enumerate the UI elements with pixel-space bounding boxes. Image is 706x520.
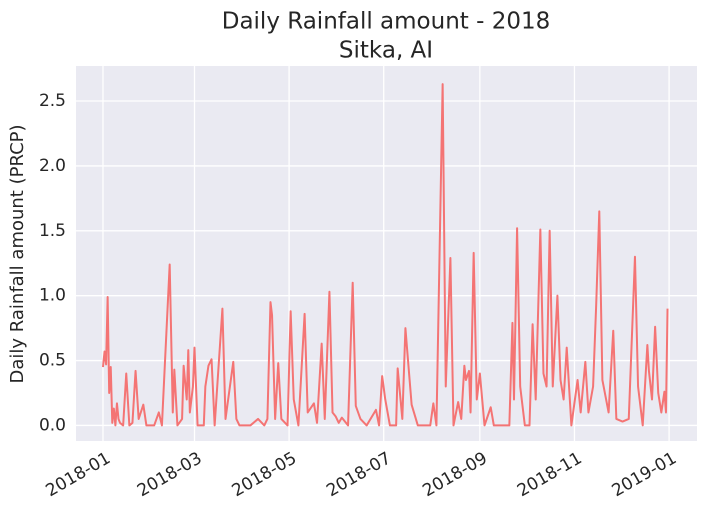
line <box>101 83 669 427</box>
y-tick-label: 0.0 <box>39 415 66 435</box>
y-axis-label: Daily Rainfall amount (PRCP) <box>7 124 28 383</box>
y-tick-label: 2.0 <box>39 156 66 176</box>
y-tick-label: 2.5 <box>39 91 66 111</box>
y-tick-label: 0.5 <box>39 351 66 371</box>
y-tick-label: 1.0 <box>39 286 66 306</box>
x-tick-label: 2018-11 <box>514 448 586 501</box>
x-tick-label: 2018-07 <box>323 448 395 501</box>
chart-subtitle: Sitka, AI <box>339 38 433 64</box>
x-tick-label: 2018-05 <box>229 448 301 501</box>
x-tick-label: 2018-09 <box>419 448 491 501</box>
y-tick-label: 1.5 <box>39 221 66 241</box>
x-tick-label: 2018-03 <box>134 448 206 501</box>
x-tick-label: 2019-01 <box>609 448 681 501</box>
x-tick-label: 2018-01 <box>42 448 114 501</box>
chart-title: Daily Rainfall amount - 2018 <box>222 9 551 35</box>
